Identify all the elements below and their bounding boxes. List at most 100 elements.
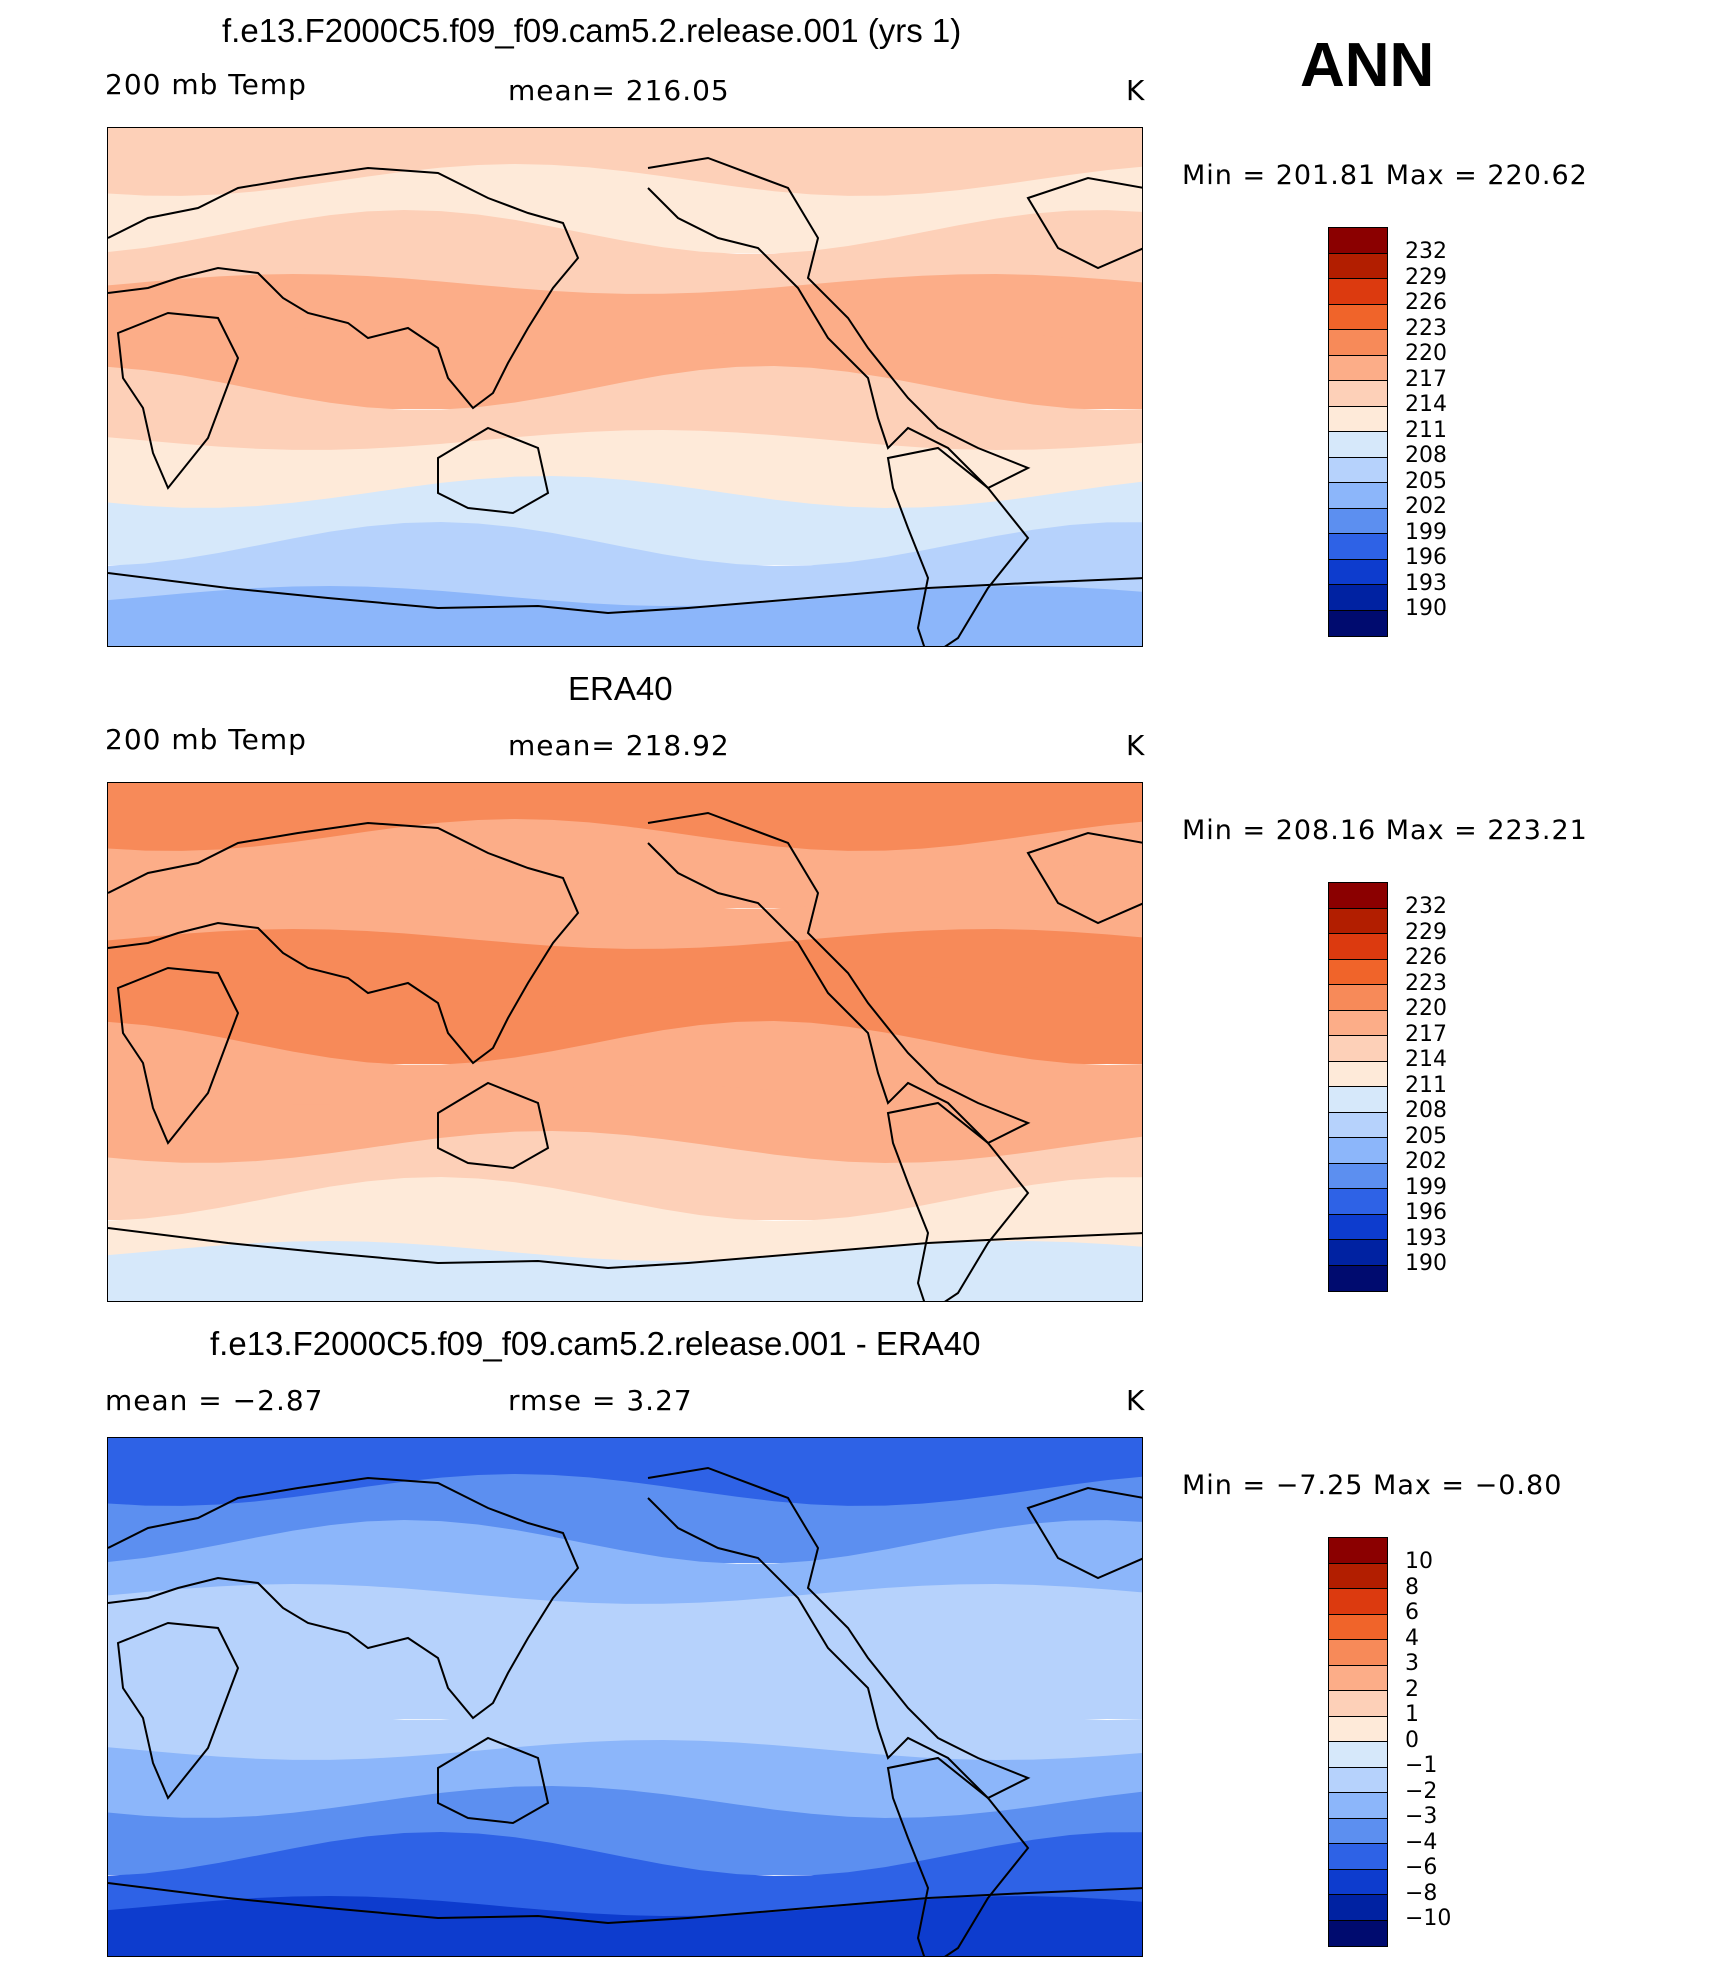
colorbar-swatch [1329, 1538, 1387, 1564]
colorbar-swatch [1329, 908, 1387, 934]
colorbar-tick-label: −6 [1405, 1855, 1438, 1880]
colorbar-swatch [1329, 934, 1387, 960]
coastline [437, 426, 550, 515]
colorbar-tick-label: 202 [1405, 494, 1447, 519]
colorbar-tick-label: 223 [1405, 970, 1447, 996]
colorbar-swatch [1329, 1691, 1387, 1717]
panel3-minmax: Min = −7.25 Max = −0.80 [1182, 1470, 1563, 1501]
panel3-map [107, 1437, 1143, 1957]
colorbar-tick-label: 205 [1405, 1123, 1447, 1149]
panel1-units: K [1126, 74, 1146, 107]
colorbar-tick-label: 226 [1405, 290, 1447, 315]
colorbar-tick-label: 1 [1405, 1702, 1419, 1727]
panel1-map [107, 127, 1143, 647]
colorbar-tick-label: 4 [1405, 1625, 1419, 1651]
colorbar-swatch [1329, 1265, 1387, 1291]
colorbar-swatch [1329, 1563, 1387, 1589]
colorbar-swatch [1329, 534, 1387, 560]
colorbar-tick-label: −10 [1405, 1906, 1452, 1931]
colorbar-tick-label: −2 [1405, 1778, 1438, 1804]
coastline [108, 1227, 1142, 1270]
colorbar-swatch [1329, 1742, 1387, 1768]
panel2-mean-label: mean= 218.92 [508, 729, 730, 762]
colorbar-swatch [1329, 330, 1387, 356]
colorbar-tick-label: 229 [1405, 919, 1447, 945]
coastline [1026, 176, 1142, 270]
colorbar-swatch [1329, 381, 1387, 407]
colorbar-swatch [1329, 1640, 1387, 1666]
colorbar-swatch [1329, 355, 1387, 381]
colorbar-tick-label: 193 [1405, 570, 1447, 596]
coastline [437, 1081, 550, 1170]
coastline [886, 1756, 1030, 1956]
colorbar-swatch [1329, 483, 1387, 509]
colorbar-tick-label: 196 [1405, 1200, 1447, 1225]
coastline [886, 446, 1030, 646]
colorbar-tick-label: −1 [1405, 1753, 1438, 1778]
colorbar-swatch [1329, 1818, 1387, 1844]
colorbar-tick-label: 0 [1405, 1727, 1419, 1753]
coastline [1026, 1486, 1142, 1580]
colorbar-tick-label: −3 [1405, 1804, 1438, 1829]
colorbar-tick-label: 205 [1405, 468, 1447, 494]
colorbar-tick-label: 214 [1405, 1047, 1447, 1072]
panel2-title: ERA40 [568, 670, 673, 707]
colorbar-tick-label: −4 [1405, 1829, 1438, 1855]
coastline [116, 966, 240, 1145]
colorbar-tick-label: 220 [1405, 341, 1447, 366]
colorbar-swatch [1329, 1589, 1387, 1615]
panel3-rmse-label: rmse = 3.27 [508, 1384, 693, 1417]
panel3-mean-label: mean = −2.87 [105, 1384, 324, 1417]
panel2-map [107, 782, 1143, 1302]
colorbar-swatch [1329, 1895, 1387, 1921]
colorbar-tick-label: 214 [1405, 392, 1447, 417]
coastline [108, 1882, 1142, 1925]
colorbar-swatch [1329, 1869, 1387, 1895]
colorbar-swatch [1329, 1844, 1387, 1870]
colorbar-swatch [1329, 1087, 1387, 1113]
coastline [1026, 831, 1142, 925]
coastline [108, 1476, 580, 1720]
colorbar-tick-label: 196 [1405, 545, 1447, 570]
colorbar-tick-label: 226 [1405, 945, 1447, 970]
colorbar-tick-label: 3 [1405, 1651, 1419, 1676]
coastline [886, 1101, 1030, 1301]
colorbar-swatch [1329, 1010, 1387, 1036]
coastline [116, 1621, 240, 1800]
colorbar-swatch [1329, 1920, 1387, 1946]
colorbar-swatch [1329, 304, 1387, 330]
colorbar-tick-label: 190 [1405, 596, 1447, 621]
colorbar-swatch [1329, 1061, 1387, 1087]
colorbar-swatch [1329, 508, 1387, 534]
colorbar-tick-label: 199 [1405, 519, 1447, 545]
colorbar-swatch [1329, 1189, 1387, 1215]
contour-band [108, 1085, 1142, 1168]
colorbar-swatch [1329, 610, 1387, 636]
panel2-colorbar [1328, 882, 1388, 1292]
colorbar-tick-label: 199 [1405, 1174, 1447, 1200]
panel1-minmax: Min = 201.81 Max = 220.62 [1182, 160, 1588, 191]
colorbar-tick-label: 217 [1405, 366, 1447, 392]
colorbar-swatch [1329, 228, 1387, 254]
colorbar-swatch [1329, 985, 1387, 1011]
colorbar-swatch [1329, 1793, 1387, 1819]
colorbar-swatch [1329, 585, 1387, 611]
coastline [108, 166, 580, 410]
colorbar-tick-label: 202 [1405, 1149, 1447, 1174]
colorbar-swatch [1329, 279, 1387, 305]
panel1-variable-label: 200 mb Temp [105, 68, 307, 101]
colorbar-tick-label: 232 [1405, 894, 1447, 919]
colorbar-tick-label: 8 [1405, 1574, 1419, 1600]
contour-band [108, 1740, 1142, 1823]
colorbar-tick-label: 10 [1405, 1549, 1433, 1574]
colorbar-swatch [1329, 457, 1387, 483]
colorbar-swatch [1329, 1240, 1387, 1266]
panel1-colorbar [1328, 227, 1388, 637]
panel2-minmax: Min = 208.16 Max = 223.21 [1182, 815, 1588, 846]
panel3-units: K [1126, 1384, 1146, 1417]
colorbar-swatch [1329, 1767, 1387, 1793]
colorbar-swatch [1329, 1036, 1387, 1062]
colorbar-tick-label: 229 [1405, 264, 1447, 290]
colorbar-tick-label: 217 [1405, 1021, 1447, 1047]
colorbar-tick-label: 223 [1405, 315, 1447, 341]
